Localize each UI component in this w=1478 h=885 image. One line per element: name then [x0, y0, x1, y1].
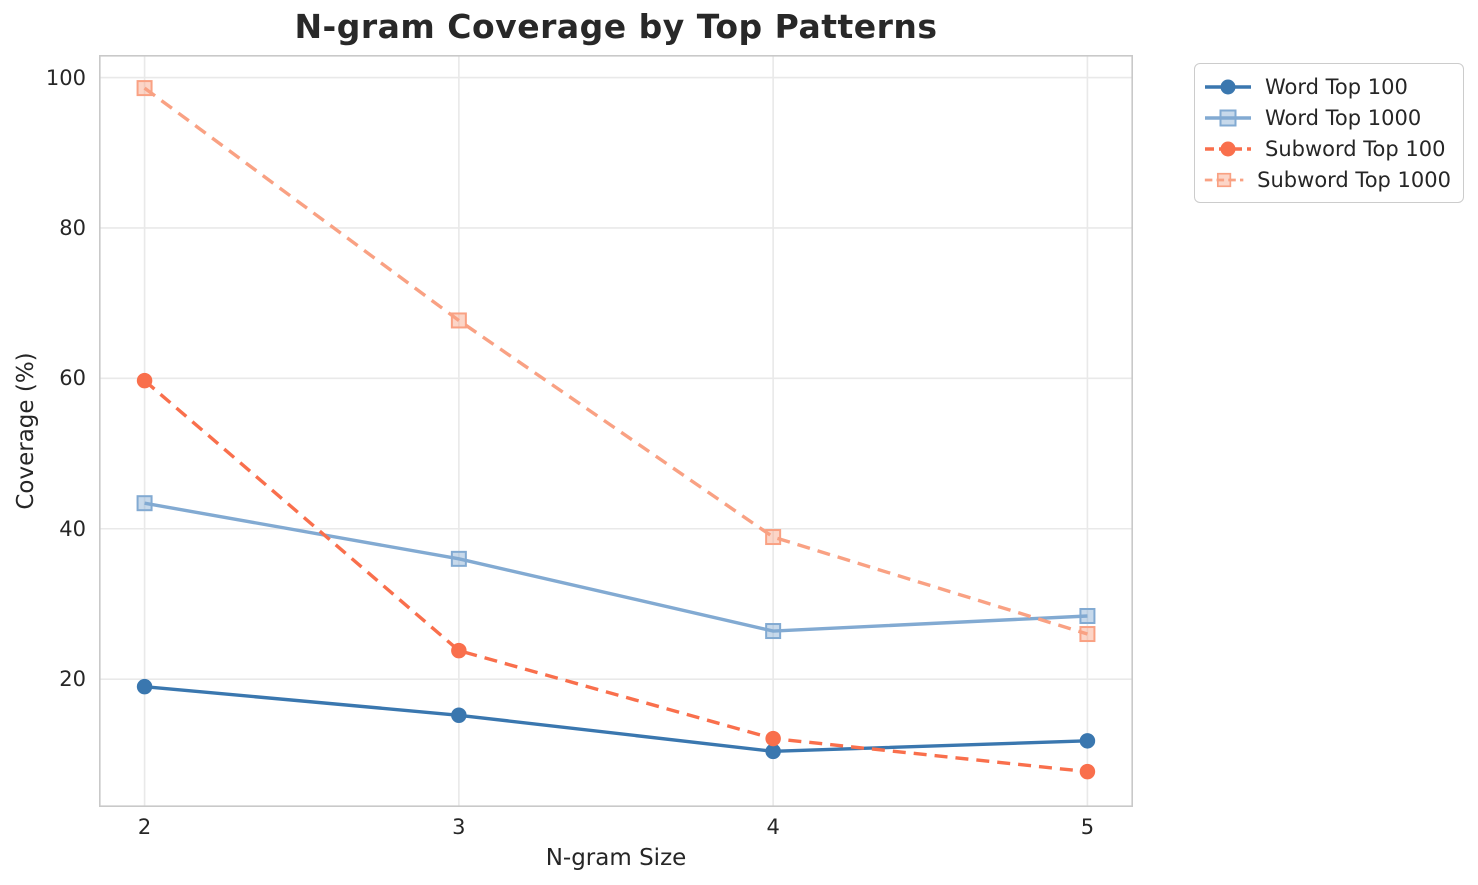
data-point-marker [765, 529, 782, 546]
y-tick-label: 20 [59, 667, 86, 692]
data-point-marker [1079, 626, 1096, 643]
legend-item: Subword Top 100 [1204, 135, 1451, 162]
series-line-subword-top-1000 [143, 86, 1088, 636]
x-tick-label: 5 [1080, 815, 1095, 839]
x-tick-label: 4 [766, 815, 780, 839]
legend: Word Top 100 Word Top 1000 Subword Top 100… [1194, 63, 1464, 203]
y-tick-label: 40 [59, 516, 86, 541]
chart-canvas [99, 55, 1133, 807]
legend-marker-circle [1220, 141, 1236, 156]
y-tick-label: 80 [59, 215, 86, 240]
y-tick-label: 100 [45, 65, 86, 90]
series-line-word-top-1000 [144, 501, 1088, 633]
data-point-marker [136, 678, 153, 695]
legend-item: Word Top 1000 [1204, 104, 1451, 131]
legend-label: Subword Top 100 [1265, 136, 1446, 161]
chart-title: N-gram Coverage by Top Patterns [294, 7, 938, 46]
data-point-marker [451, 707, 467, 724]
legend-line-sample [1205, 79, 1251, 94]
series-line-subword-top-100 [143, 379, 1088, 774]
legend-marker-circle [1220, 79, 1236, 94]
x-tick-label: 2 [137, 815, 152, 839]
plot-border [99, 55, 1133, 807]
legend-line-sample [1204, 172, 1244, 187]
x-tick-label: 3 [452, 815, 466, 839]
data-point-marker [765, 730, 781, 747]
data-point-marker [1079, 733, 1096, 749]
data-point-marker [451, 642, 467, 659]
legend-label: Word Top 1000 [1265, 105, 1422, 130]
legend-marker-square [1219, 109, 1237, 126]
y-tick-label: 60 [59, 366, 86, 391]
legend-marker-square [1216, 172, 1232, 187]
series-line-word-top-100 [144, 684, 1088, 754]
legend-line-sample [1205, 141, 1251, 156]
data-point-marker [450, 550, 467, 567]
data-point-marker [136, 80, 153, 97]
x-axis-label: N-gram Size [545, 845, 687, 871]
data-point-marker [765, 743, 781, 760]
data-point-marker [765, 623, 782, 640]
data-point-marker [450, 312, 467, 329]
y-axis-label: Coverage (%) [13, 352, 39, 510]
legend-label: Word Top 100 [1265, 74, 1408, 99]
legend-item: Subword Top 1000 [1204, 166, 1451, 193]
data-point-marker [136, 372, 153, 389]
legend-label: Subword Top 1000 [1257, 167, 1451, 192]
legend-item: Word Top 100 [1204, 73, 1451, 100]
data-point-marker [136, 495, 153, 512]
data-point-marker [1079, 763, 1096, 780]
legend-line-sample [1205, 109, 1251, 126]
data-point-marker [1079, 607, 1096, 624]
